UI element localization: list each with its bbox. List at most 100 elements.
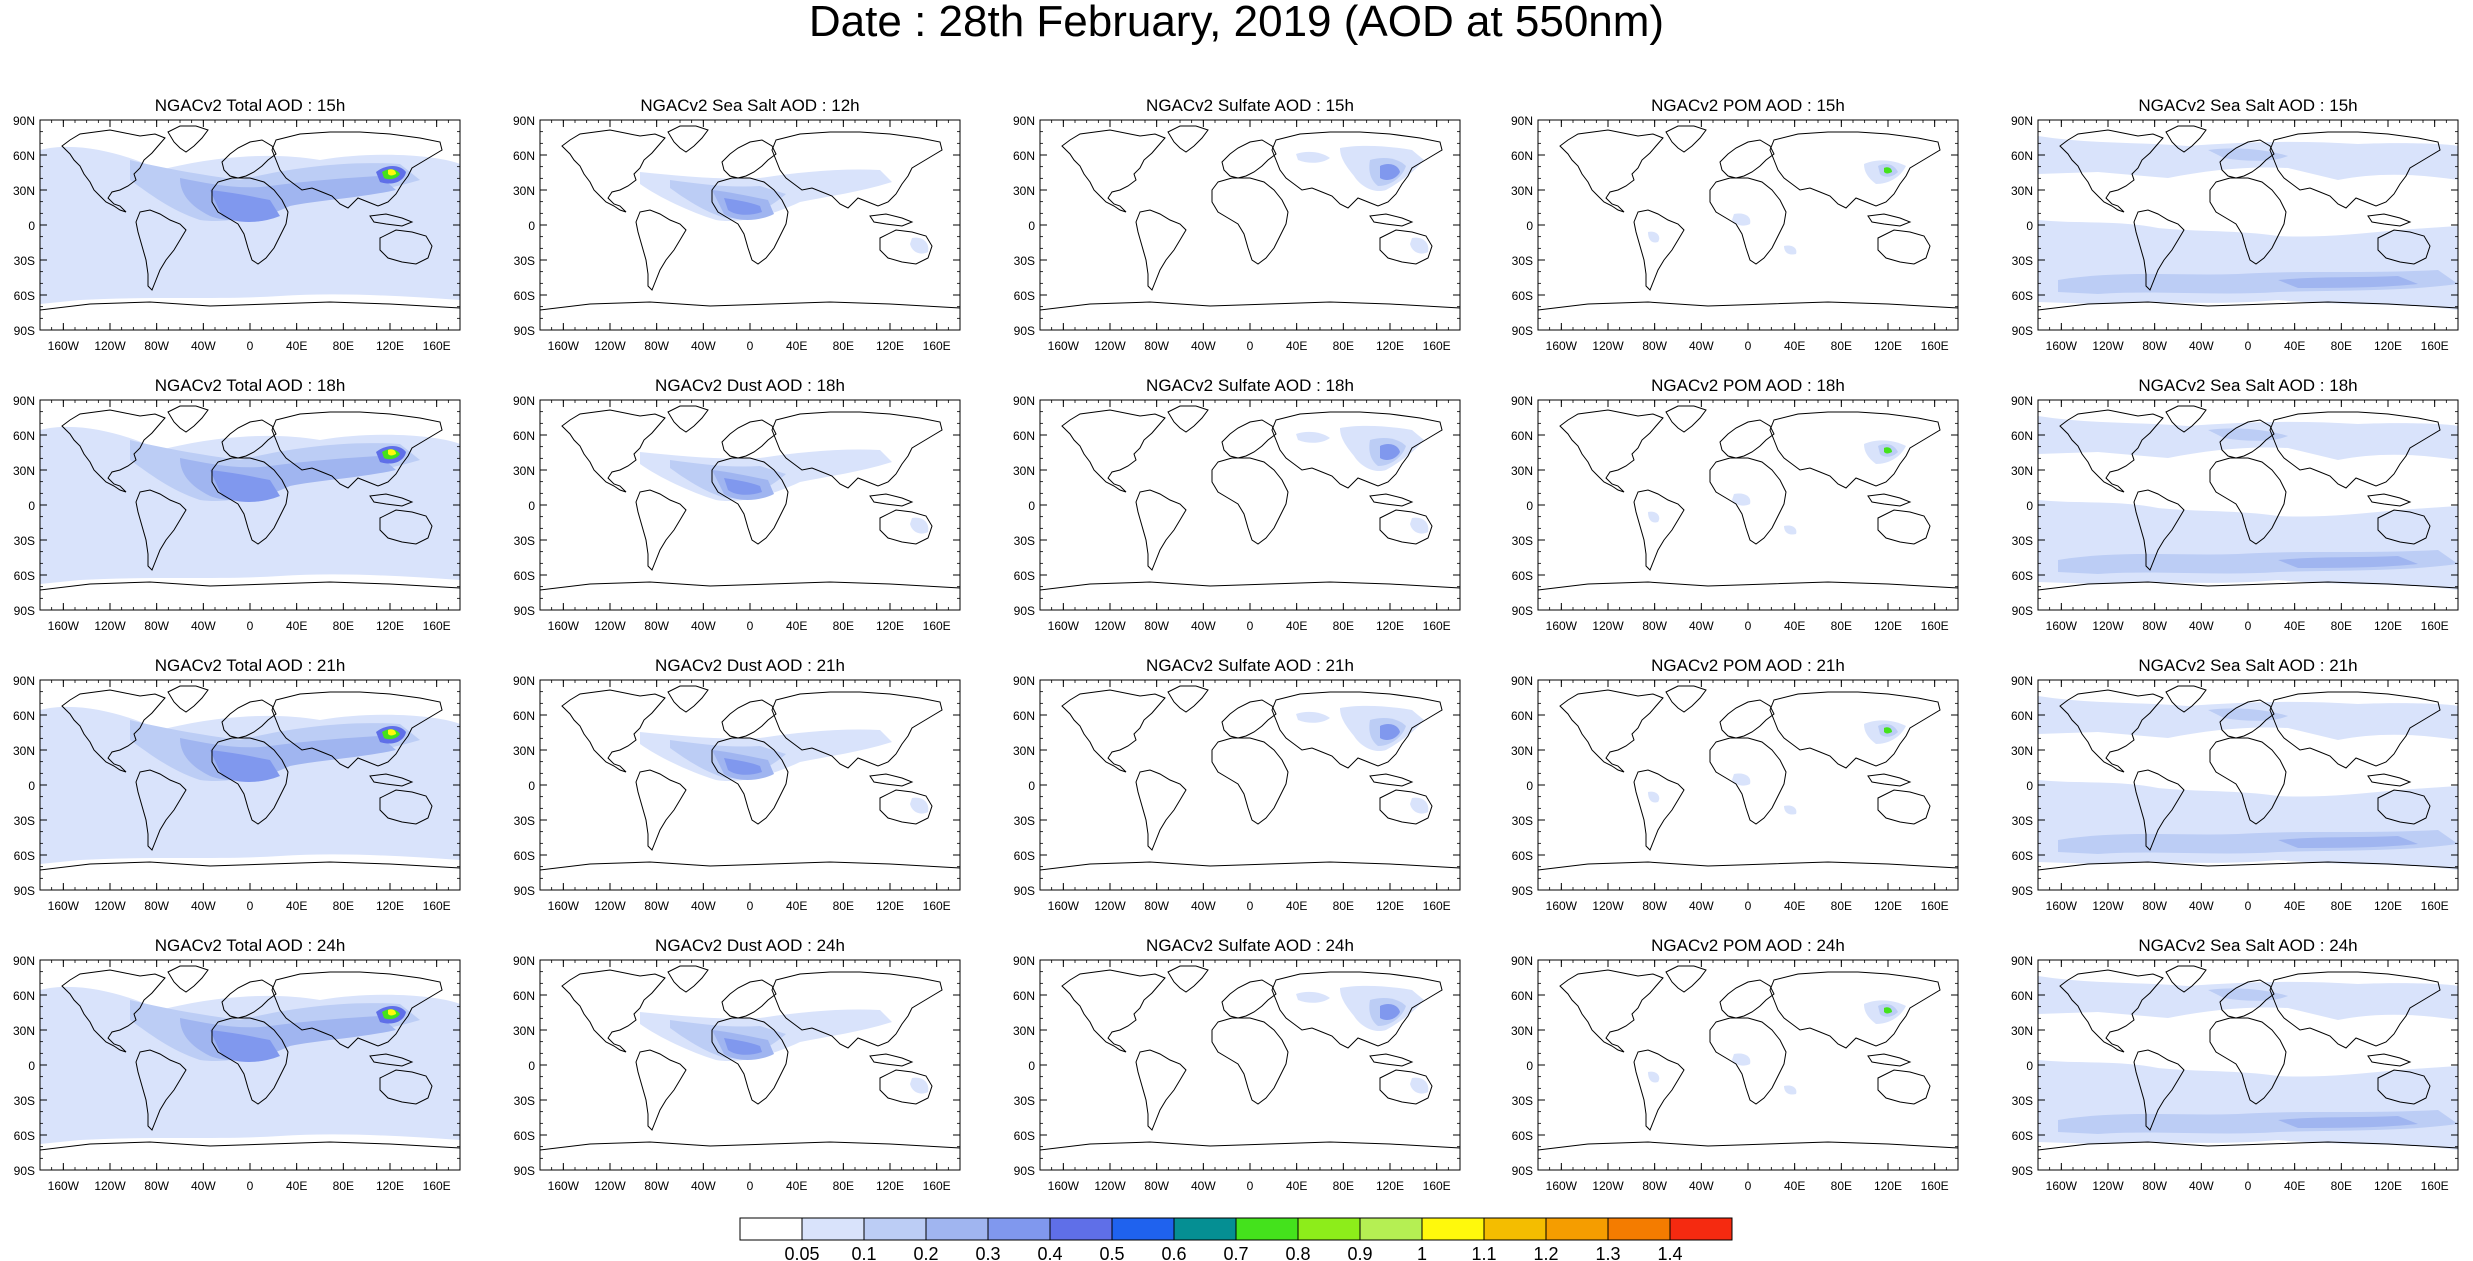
lat-label: 90N bbox=[2011, 114, 2033, 128]
map-area bbox=[2038, 120, 2458, 330]
lon-label: 120E bbox=[376, 1179, 404, 1193]
panel-title: NGACv2 Sulfate AOD : 15h bbox=[1146, 96, 1354, 115]
lat-label: 0 bbox=[528, 1059, 535, 1073]
lon-label: 160W bbox=[1546, 619, 1578, 633]
lon-label: 160E bbox=[423, 899, 451, 913]
lon-label: 0 bbox=[1745, 339, 1752, 353]
lon-label: 0 bbox=[1745, 899, 1752, 913]
lat-label: 30S bbox=[514, 814, 535, 828]
lat-label: 30N bbox=[13, 744, 35, 758]
lat-label: 30N bbox=[13, 184, 35, 198]
lon-label: 80W bbox=[1144, 619, 1169, 633]
lat-label: 0 bbox=[2026, 1059, 2033, 1073]
lon-label: 40W bbox=[2189, 619, 2214, 633]
lat-label: 0 bbox=[528, 779, 535, 793]
lon-label: 40E bbox=[2284, 619, 2305, 633]
lat-label: 90N bbox=[513, 954, 535, 968]
colorbar-label: 0.5 bbox=[1099, 1244, 1124, 1261]
colorbar-swatch bbox=[1111, 1217, 1175, 1241]
lon-label: 80W bbox=[2142, 619, 2167, 633]
lat-label: 90N bbox=[2011, 394, 2033, 408]
lon-label: 120W bbox=[594, 619, 626, 633]
lon-label: 80W bbox=[144, 1179, 169, 1193]
lat-label: 90N bbox=[13, 394, 35, 408]
lon-label: 160W bbox=[2046, 619, 2078, 633]
lon-label: 40W bbox=[191, 619, 216, 633]
lat-label: 60N bbox=[13, 149, 35, 163]
lat-label: 60N bbox=[13, 989, 35, 1003]
lon-label: 160W bbox=[48, 619, 80, 633]
colorbar: 0.05 0.1 0.2 0.3 0.4 0.5 0.6 0.7 0.8 0.9 1 1.1 1.2 1.… bbox=[739, 1217, 1733, 1261]
figure-title: Date : 28th February, 2019 (AOD at 550nm… bbox=[808, 0, 1665, 46]
lat-label: 60S bbox=[1512, 289, 1533, 303]
lon-label: 160E bbox=[923, 899, 951, 913]
colorbar-label: 0.05 bbox=[784, 1244, 819, 1261]
aod-field bbox=[2038, 416, 2458, 590]
lon-label: 40W bbox=[1689, 339, 1714, 353]
lat-label: 30N bbox=[1013, 1024, 1035, 1038]
lon-label: 120E bbox=[876, 619, 904, 633]
aod-field bbox=[2038, 136, 2458, 310]
lon-label: 40E bbox=[286, 899, 307, 913]
aod-field bbox=[40, 706, 460, 864]
panel-title: NGACv2 POM AOD : 24h bbox=[1651, 936, 1845, 955]
lat-label: 0 bbox=[2026, 219, 2033, 233]
lon-label: 160W bbox=[1546, 339, 1578, 353]
panel-title: NGACv2 Sulfate AOD : 21h bbox=[1146, 656, 1354, 675]
map-area bbox=[540, 120, 960, 330]
colorbar-swatch bbox=[1049, 1217, 1113, 1241]
aod-field bbox=[1648, 160, 1906, 255]
lon-label: 0 bbox=[1247, 619, 1254, 633]
lon-label: 40W bbox=[1191, 339, 1216, 353]
lat-label: 0 bbox=[2026, 779, 2033, 793]
lat-label: 90S bbox=[514, 884, 535, 898]
lon-label: 160E bbox=[1921, 339, 1949, 353]
lon-label: 160W bbox=[2046, 1179, 2078, 1193]
lon-label: 160W bbox=[1048, 1179, 1080, 1193]
lon-label: 0 bbox=[247, 339, 254, 353]
map-area bbox=[40, 400, 460, 610]
lat-label: 60N bbox=[1013, 429, 1035, 443]
colorbar-label: 1.2 bbox=[1533, 1244, 1558, 1261]
lon-label: 40W bbox=[191, 899, 216, 913]
lon-label: 0 bbox=[747, 1179, 754, 1193]
lon-label: 40W bbox=[2189, 1179, 2214, 1193]
lon-label: 120E bbox=[2374, 339, 2402, 353]
lon-label: 160E bbox=[423, 1179, 451, 1193]
lat-label: 30N bbox=[1511, 184, 1533, 198]
lat-label: 60S bbox=[2012, 849, 2033, 863]
lat-label: 0 bbox=[1526, 1059, 1533, 1073]
lon-label: 0 bbox=[1247, 899, 1254, 913]
aod-field bbox=[640, 1009, 929, 1094]
lon-label: 80E bbox=[1333, 1179, 1354, 1193]
lat-label: 90N bbox=[13, 954, 35, 968]
lon-label: 120W bbox=[1592, 339, 1624, 353]
lat-label: 90N bbox=[513, 114, 535, 128]
lon-label: 80E bbox=[833, 619, 854, 633]
lon-label: 120E bbox=[376, 619, 404, 633]
lon-label: 120E bbox=[2374, 899, 2402, 913]
lat-label: 90S bbox=[2012, 884, 2033, 898]
lon-label: 80W bbox=[144, 899, 169, 913]
lon-label: 0 bbox=[2245, 339, 2252, 353]
lat-label: 60S bbox=[1512, 1129, 1533, 1143]
lon-label: 160E bbox=[1423, 899, 1451, 913]
lon-label: 120E bbox=[1376, 899, 1404, 913]
lat-label: 60N bbox=[2011, 989, 2033, 1003]
colorbar-label: 0.1 bbox=[851, 1244, 876, 1261]
lon-label: 120E bbox=[876, 899, 904, 913]
lon-label: 160W bbox=[48, 339, 80, 353]
lon-label: 120E bbox=[1376, 1179, 1404, 1193]
lon-label: 40E bbox=[2284, 899, 2305, 913]
lat-label: 60S bbox=[2012, 569, 2033, 583]
panel-title: NGACv2 Total AOD : 24h bbox=[155, 936, 346, 955]
lon-label: 80E bbox=[833, 1179, 854, 1193]
map-area bbox=[1040, 120, 1460, 330]
lon-label: 40E bbox=[1286, 1179, 1307, 1193]
lat-label: 30S bbox=[1014, 254, 1035, 268]
lat-label: 90S bbox=[1512, 324, 1533, 338]
lat-label: 90S bbox=[14, 324, 35, 338]
colorbar-swatch bbox=[1607, 1217, 1671, 1241]
map-area bbox=[40, 120, 460, 330]
